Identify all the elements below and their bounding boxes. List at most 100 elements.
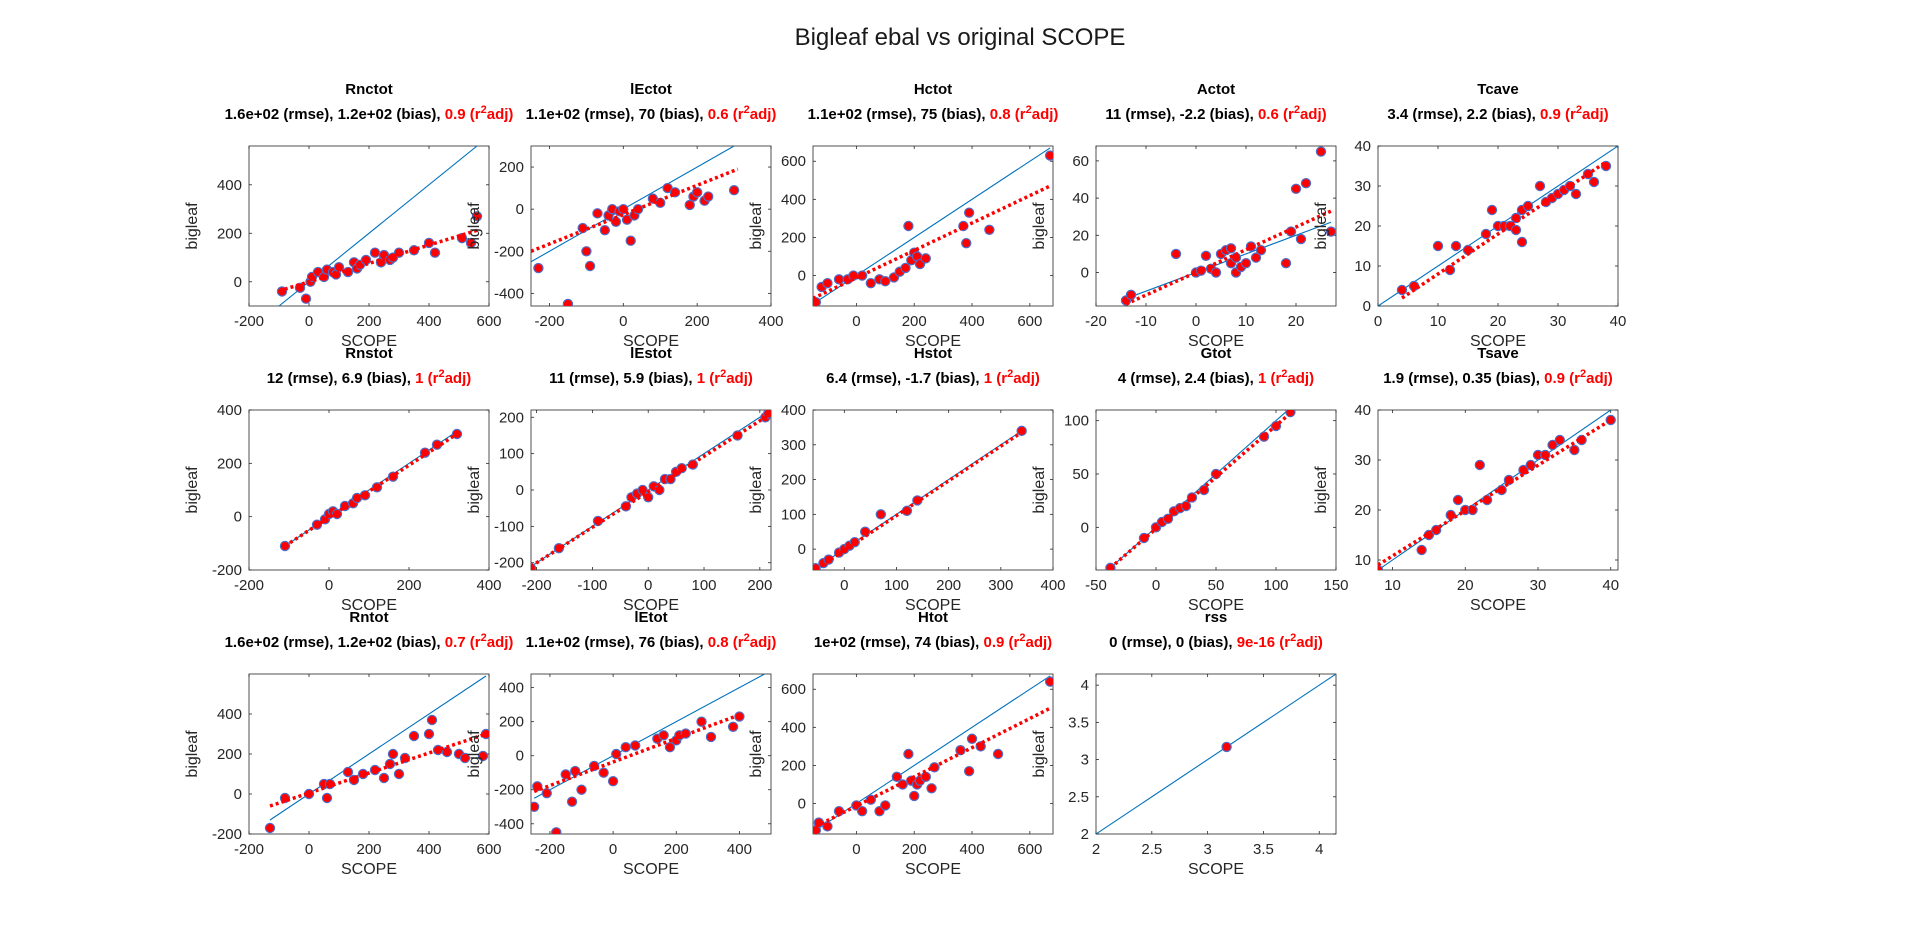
x-axis-label: SCOPE	[341, 333, 397, 350]
r2-superscript: 2	[438, 368, 444, 380]
subplot-gtot: Gtot 4 (rmse), 2.4 (bias), 1 (r2adj) -50 0 5…	[1031, 345, 1349, 614]
data-point	[264, 822, 276, 834]
y-tick-label: 0	[516, 201, 524, 218]
plot-area	[264, 675, 489, 834]
y-axis-label: bigleaf	[466, 730, 483, 778]
subplot-title: Hctot	[914, 81, 952, 98]
y-tick-label: 20	[1354, 218, 1371, 235]
x-tick-label: 20	[1457, 577, 1474, 594]
data-point	[1200, 250, 1212, 261]
data-point	[426, 714, 438, 726]
data-point	[1255, 244, 1267, 256]
x-tick-label: 200	[936, 577, 961, 594]
data-point	[1450, 240, 1462, 252]
data-point	[1250, 252, 1262, 263]
data-point	[393, 768, 405, 780]
data-point	[1225, 243, 1237, 254]
r2adj-suffix: adj)	[1287, 370, 1314, 387]
y-tick-label: 300	[781, 437, 806, 454]
data-point	[909, 790, 920, 802]
rmse-text: 1.1e+02 (rmse),	[526, 634, 639, 651]
data-point	[1588, 176, 1600, 188]
x-tick-label: 2	[1092, 841, 1100, 858]
data-point	[471, 211, 483, 222]
y-tick-label: 100	[781, 506, 806, 523]
data-point	[408, 730, 420, 742]
y-tick-label: -400	[494, 285, 524, 302]
data-point	[1315, 146, 1327, 157]
r2adj-suffix: adj)	[487, 106, 514, 123]
data-point	[1300, 178, 1312, 189]
y-tick-label: 400	[217, 177, 242, 194]
data-point	[560, 769, 571, 780]
bias-text: -1.7 (bias),	[905, 370, 983, 387]
fit-line	[284, 432, 458, 548]
subplot-title: Tcave	[1477, 81, 1518, 98]
subplot-title: Tsave	[1477, 345, 1518, 362]
r2adj-text: 0.8 (r	[990, 106, 1026, 123]
data-point	[1105, 562, 1116, 570]
y-tick-label: -400	[494, 816, 524, 833]
stats-line: 0 (rmse), 0 (bias), 9e-16 (r2adj)	[1109, 632, 1323, 651]
x-tick-label: -200	[534, 313, 564, 330]
subplot-title: lEctot	[630, 81, 672, 98]
data-point	[1570, 188, 1582, 200]
x-tick-label: 3.5	[1253, 841, 1274, 858]
stats-line: 1e+02 (rmse), 74 (bias), 0.9 (r2adj)	[814, 632, 1052, 651]
y-axis-label: bigleaf	[466, 466, 483, 514]
x-tick-label: 0	[305, 313, 313, 330]
y-tick-label: 40	[1072, 190, 1089, 207]
data-point	[992, 748, 1004, 760]
bias-text: 75 (bias),	[921, 106, 990, 123]
y-tick-label: 200	[781, 229, 806, 246]
y-tick-label: -100	[494, 518, 524, 535]
data-point	[900, 262, 911, 274]
y-tick-label: 10	[1354, 258, 1371, 275]
x-tick-label: 400	[758, 313, 783, 330]
subplot-rntot: Rntot 1.6e+02 (rmse), 1.2e+02 (bias), 0.7…	[184, 609, 513, 878]
data-point	[618, 203, 629, 215]
data-point	[477, 750, 489, 762]
y-tick-label: 3	[1081, 752, 1089, 769]
y-tick-label: 200	[499, 714, 524, 731]
data-point	[1295, 233, 1307, 245]
x-tick-label: 0	[1192, 313, 1200, 330]
r2-superscript: 2	[1026, 104, 1032, 116]
y-tick-label: 400	[217, 706, 242, 723]
data-point	[966, 733, 978, 744]
y-tick-label: 400	[781, 191, 806, 208]
r2adj-suffix: adj)	[1032, 106, 1059, 123]
r2adj-text: 0.9 (r	[1544, 370, 1580, 387]
x-tick-label: 40	[1602, 577, 1619, 594]
r2adj-text: 0.9 (r	[1540, 106, 1576, 123]
x-axis-label: SCOPE	[905, 861, 961, 878]
y-tick-label: 200	[217, 455, 242, 472]
data-point	[880, 800, 891, 811]
bias-text: -2.2 (bias),	[1180, 106, 1258, 123]
subplot-title: lEtot	[634, 609, 667, 626]
y-axis-label: bigleaf	[748, 466, 765, 514]
r2adj-suffix: adj)	[1013, 370, 1040, 387]
y-tick-label: 40	[1354, 402, 1371, 419]
y-tick-label: -200	[212, 826, 242, 843]
identity-line	[1378, 410, 1612, 570]
r2adj-suffix: adj)	[750, 106, 777, 123]
stats-line: 3.4 (rmse), 2.2 (bias), 0.9 (r2adj)	[1387, 104, 1608, 123]
y-tick-label: 600	[781, 153, 806, 170]
x-tick-label: 200	[664, 841, 689, 858]
plot-area	[813, 425, 1027, 570]
x-tick-label: 50	[1208, 577, 1225, 594]
y-axis-label: bigleaf	[184, 730, 201, 778]
x-tick-label: 0	[1152, 577, 1160, 594]
y-tick-label: -200	[494, 782, 524, 799]
data-point	[576, 784, 587, 795]
x-tick-label: 200	[396, 577, 421, 594]
y-axis-label: bigleaf	[1313, 466, 1330, 514]
fit-line	[278, 228, 478, 293]
